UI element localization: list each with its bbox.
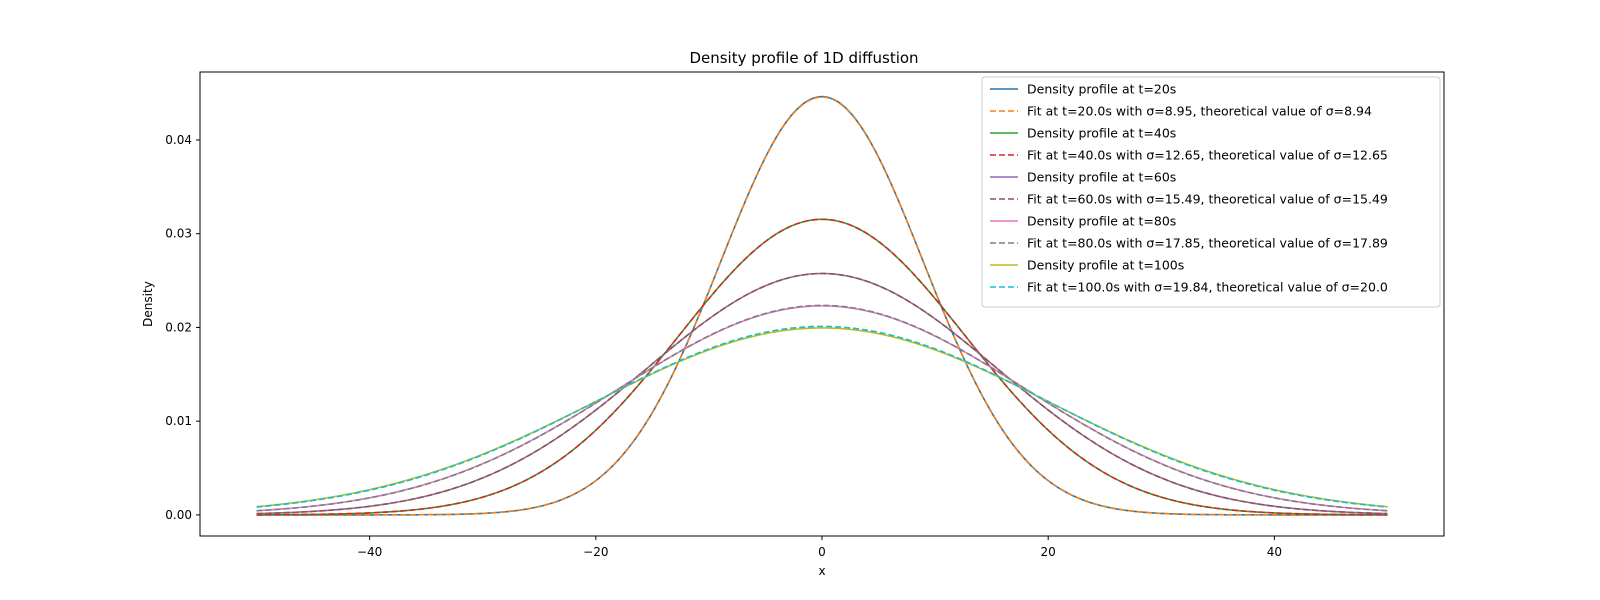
legend-label: Density profile at t=40s bbox=[1027, 126, 1176, 141]
fit-curve-9 bbox=[256, 325, 1388, 508]
y-tick-label: 0.00 bbox=[165, 508, 192, 522]
y-axis-label: Density bbox=[141, 281, 155, 327]
x-axis-ticks: −40 −20 0 20 40 bbox=[357, 536, 1282, 559]
legend-label: Fit at t=60.0s with σ=15.49, theoretical… bbox=[1027, 192, 1388, 207]
x-tick-label: 0 bbox=[818, 545, 826, 559]
x-axis-label: x bbox=[818, 564, 825, 578]
legend-label: Fit at t=20.0s with σ=8.95, theoretical … bbox=[1027, 104, 1372, 119]
legend-entries: Density profile at t=20s Fit at t=20.0s w… bbox=[990, 82, 1388, 295]
y-tick-label: 0.01 bbox=[165, 414, 192, 428]
fit-curve-7 bbox=[256, 304, 1388, 512]
legend-label: Fit at t=80.0s with σ=17.85, theoretical… bbox=[1027, 236, 1388, 251]
series-layer bbox=[256, 95, 1388, 516]
legend-label: Density profile at t=80s bbox=[1027, 214, 1176, 229]
x-tick-label: 20 bbox=[1041, 545, 1056, 559]
y-tick-label: 0.02 bbox=[165, 320, 192, 334]
chart-title: Density profile of 1D diffustion bbox=[689, 49, 918, 67]
fit-curve-5 bbox=[256, 272, 1388, 515]
legend-label: Fit at t=40.0s with σ=12.65, theoretical… bbox=[1027, 148, 1388, 163]
legend-label: Density profile at t=20s bbox=[1027, 82, 1176, 97]
y-axis-ticks: 0.00 0.01 0.02 0.03 0.04 bbox=[165, 133, 200, 522]
legend-label: Density profile at t=100s bbox=[1027, 258, 1184, 273]
x-tick-label: −40 bbox=[357, 545, 382, 559]
y-tick-label: 0.04 bbox=[165, 133, 192, 147]
x-tick-label: −20 bbox=[583, 545, 608, 559]
legend-box bbox=[981, 76, 1441, 308]
y-tick-label: 0.03 bbox=[165, 227, 192, 241]
density-curve-0 bbox=[256, 95, 1388, 516]
legend: Density profile at t=20s Fit at t=20.0s w… bbox=[981, 76, 1441, 308]
legend-label: Fit at t=100.0s with σ=19.84, theoretica… bbox=[1027, 280, 1388, 295]
fit-curve-3 bbox=[256, 218, 1388, 516]
x-tick-label: 40 bbox=[1267, 545, 1282, 559]
legend-label: Density profile at t=60s bbox=[1027, 170, 1176, 185]
